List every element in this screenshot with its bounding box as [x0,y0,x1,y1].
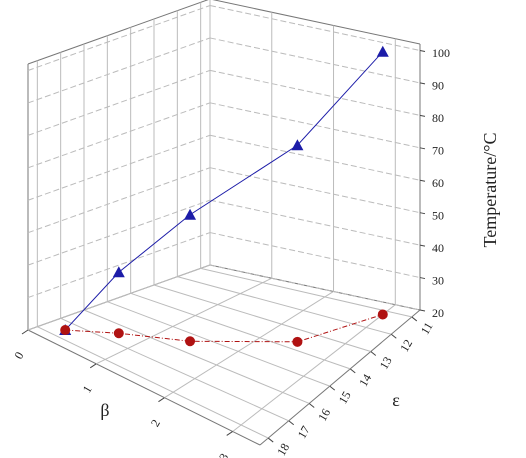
series-line [64,51,384,331]
triangle-marker [184,208,197,220]
wall-grid-line [209,69,421,116]
wall-grid-line [27,264,211,331]
y-tick [308,403,315,408]
y-tick-label: 11 [418,320,436,337]
triangle-marker [291,139,304,151]
floor-grid-line [200,267,412,318]
x-tick [158,397,165,403]
wall-grid-line [27,167,211,234]
wall-grid-line [27,5,211,71]
floor-grid-line [232,304,396,432]
y-tick [349,368,356,374]
z-tick [419,147,426,150]
box-edge [209,264,421,311]
wall-grid-line [27,199,211,266]
z-tick-label: 20 [432,306,444,320]
projection-marker [292,336,303,347]
floor-grid-line [37,326,269,439]
y-tick [390,333,397,339]
z-tick-label: 30 [432,273,444,287]
box-edge [27,0,209,65]
projection-marker [185,336,196,347]
z-tick [419,179,426,182]
projection-line [65,313,383,343]
x-tick [89,363,97,369]
wall-grid-line [27,37,211,104]
wall-grid-line [209,37,421,84]
y-tick [370,351,377,356]
wall-grid-line [209,232,421,279]
y-axis-title: ε [392,390,400,410]
projection-marker [60,325,71,336]
z-tick-label: 100 [432,46,450,60]
floor-grid-line [60,317,289,422]
y-tick [288,420,295,426]
wall-grid-line [27,134,211,201]
z-tick [419,277,426,280]
wall-grid-line [27,232,211,299]
z-tick [419,244,426,247]
x-axis-title: β [100,400,109,420]
floor-grid-line [96,277,272,365]
triangle-marker [112,266,125,278]
x-tick [226,431,233,436]
x-tick [21,329,29,335]
z-tick-label: 60 [432,176,444,190]
z-tick-label: 80 [432,111,444,125]
y-tick-label: 12 [397,337,415,354]
y-tick-label: 18 [274,441,292,458]
wall-grid-line [209,199,421,246]
y-tick [267,437,274,443]
projection-marker [113,328,124,339]
floor-grid-line [177,276,392,335]
y-tick [411,316,418,322]
x-tick-label: 3 [216,451,231,458]
z-tick [419,212,426,215]
x-tick-label: 1 [80,383,95,395]
z-tick [419,82,426,85]
z-tick-label: 90 [432,79,444,93]
floor-grid-line [153,284,371,353]
z-tick-label: 50 [432,208,444,222]
wall-grid-line [209,4,421,51]
y-tick-label: 16 [315,406,333,423]
wall-grid-line [27,69,211,136]
floor-grid-line [130,292,351,370]
y-tick-label: 17 [295,423,313,440]
z-tick-label: 40 [432,241,444,255]
box-edge [212,0,421,45]
wall-grid-line [209,134,421,181]
x-tick-label: 0 [11,349,26,361]
y-tick-label: 15 [336,389,354,406]
y-tick-label: 14 [356,372,374,389]
floor-grid-line [83,309,310,404]
y-tick [329,385,336,391]
triangle-marker [376,45,389,57]
box-edge [259,309,421,446]
z-tick [419,309,426,312]
z-axis-title: Temperature/°C [480,133,500,248]
projection-marker [377,309,388,320]
box-edge [27,329,261,446]
y-tick-label: 13 [377,354,395,371]
z-tick [419,49,426,52]
wall-grid-line [27,102,211,169]
z-tick [419,114,426,117]
wall-grid-line [209,167,421,214]
z-tick-label: 70 [432,144,444,158]
floor-grid-line [164,291,334,399]
x-tick-label: 2 [148,417,163,429]
floor-grid-line [107,301,330,387]
